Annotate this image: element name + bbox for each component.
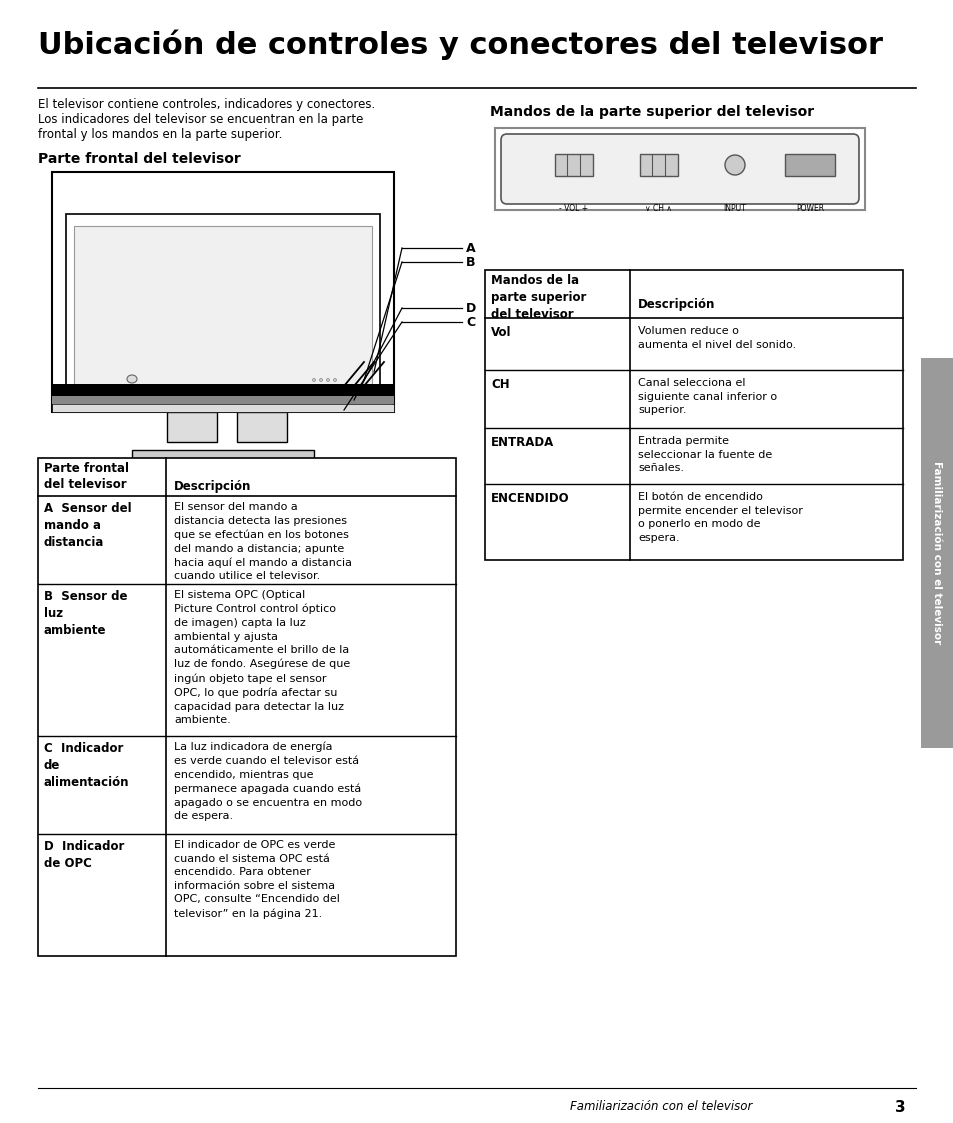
- Text: Los indicadores del televisor se encuentran en la parte: Los indicadores del televisor se encuent…: [38, 113, 363, 126]
- Text: Parte frontal
del televisor: Parte frontal del televisor: [44, 462, 129, 492]
- Bar: [52, 384, 394, 396]
- Text: C  Indicador
de
alimentación: C Indicador de alimentación: [44, 742, 130, 789]
- Text: Volumen reduce o
aumenta el nivel del sonido.: Volumen reduce o aumenta el nivel del so…: [638, 326, 796, 349]
- Text: Descripción: Descripción: [173, 480, 251, 493]
- Ellipse shape: [334, 378, 336, 382]
- Text: C: C: [465, 316, 475, 329]
- Text: Parte frontal del televisor: Parte frontal del televisor: [38, 152, 240, 166]
- Text: D: D: [465, 301, 476, 314]
- Text: 3: 3: [894, 1101, 904, 1115]
- Text: POWER: POWER: [795, 204, 823, 213]
- Bar: [66, 214, 379, 398]
- Text: Mandos de la parte superior del televisor: Mandos de la parte superior del televiso…: [490, 104, 813, 119]
- Bar: [639, 154, 678, 176]
- Text: Ubicación de controles y conectores del televisor: Ubicación de controles y conectores del …: [38, 30, 882, 61]
- Text: B: B: [465, 256, 475, 268]
- Text: La luz indicadora de energía
es verde cuando el televisor está
encendido, mientr: La luz indicadora de energía es verde cu…: [173, 742, 362, 821]
- Bar: [784, 154, 834, 176]
- Text: Vol: Vol: [491, 326, 511, 339]
- Text: ENCENDIDO: ENCENDIDO: [491, 492, 569, 505]
- Text: El televisor contiene controles, indicadores y conectores.: El televisor contiene controles, indicad…: [38, 98, 375, 111]
- Bar: [484, 270, 902, 560]
- Text: Canal selecciona el
siguiente canal inferior o
superior.: Canal selecciona el siguiente canal infe…: [638, 378, 777, 416]
- Bar: [555, 154, 593, 176]
- Bar: [52, 172, 394, 412]
- Ellipse shape: [319, 378, 322, 382]
- Ellipse shape: [123, 463, 323, 481]
- Text: Familiarización con el televisor: Familiarización con el televisor: [569, 1101, 752, 1113]
- Text: INPUT: INPUT: [723, 204, 745, 213]
- Text: El botón de encendido
permite encender el televisor
o ponerlo en modo de
espera.: El botón de encendido permite encender e…: [638, 492, 802, 542]
- Text: B  Sensor de
luz
ambiente: B Sensor de luz ambiente: [44, 590, 128, 637]
- Ellipse shape: [724, 155, 744, 175]
- Bar: [920, 358, 953, 748]
- Bar: [52, 404, 394, 412]
- Text: A: A: [465, 241, 476, 255]
- Bar: [38, 458, 456, 956]
- Text: Mandos de la
parte superior
del televisor: Mandos de la parte superior del televiso…: [491, 274, 586, 321]
- Text: El sensor del mando a
distancia detecta las presiones
que se efectúan en los bot: El sensor del mando a distancia detecta …: [173, 502, 352, 582]
- Text: CH: CH: [491, 378, 509, 391]
- Text: El sistema OPC (Optical
Picture Control control óptico
de imagen) capta la luz
a: El sistema OPC (Optical Picture Control …: [173, 590, 350, 725]
- Text: ∨ CH ∧: ∨ CH ∧: [645, 204, 672, 213]
- Ellipse shape: [127, 375, 137, 383]
- Bar: [132, 450, 314, 464]
- Ellipse shape: [326, 378, 329, 382]
- Text: - VOL +: - VOL +: [558, 204, 588, 213]
- Text: ENTRADA: ENTRADA: [491, 436, 554, 449]
- Text: frontal y los mandos en la parte superior.: frontal y los mandos en la parte superio…: [38, 128, 282, 141]
- Bar: [52, 396, 394, 404]
- Text: D  Indicador
de OPC: D Indicador de OPC: [44, 840, 124, 870]
- Bar: [167, 412, 216, 442]
- FancyBboxPatch shape: [500, 134, 858, 204]
- Ellipse shape: [313, 378, 315, 382]
- Text: El indicador de OPC es verde
cuando el sistema OPC está
encendido. Para obtener
: El indicador de OPC es verde cuando el s…: [173, 840, 339, 919]
- Text: Entrada permite
seleccionar la fuente de
señales.: Entrada permite seleccionar la fuente de…: [638, 436, 771, 473]
- Text: A  Sensor del
mando a
distancia: A Sensor del mando a distancia: [44, 502, 132, 549]
- Text: Descripción: Descripción: [638, 298, 715, 311]
- Bar: [74, 226, 372, 390]
- Bar: [236, 412, 287, 442]
- Bar: [495, 128, 864, 210]
- Text: Familiarización con el televisor: Familiarización con el televisor: [931, 462, 941, 645]
